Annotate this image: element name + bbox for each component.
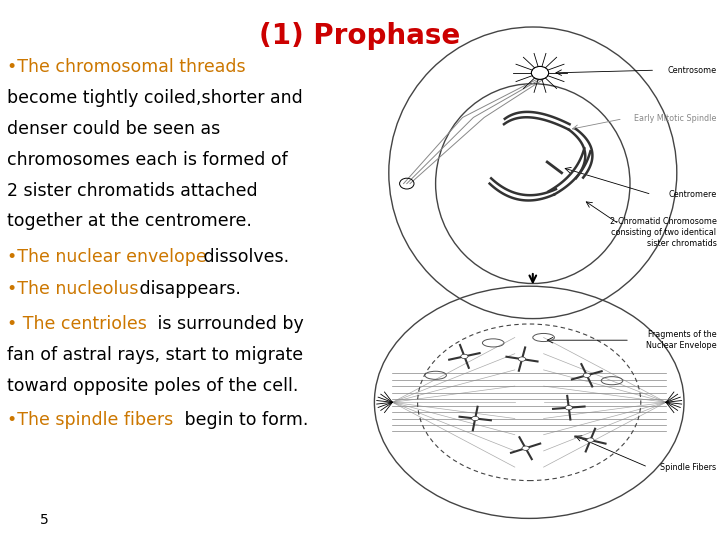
Text: together at the centromere.: together at the centromere.: [7, 212, 252, 231]
Ellipse shape: [518, 357, 526, 361]
Text: •The spindle fibers: •The spindle fibers: [7, 411, 174, 429]
Text: dissolves.: dissolves.: [197, 247, 289, 266]
Ellipse shape: [522, 446, 529, 450]
Text: 2 sister chromatids attached: 2 sister chromatids attached: [7, 181, 258, 200]
Text: •The nuclear envelope: •The nuclear envelope: [7, 247, 207, 266]
Text: become tightly coiled,shorter and: become tightly coiled,shorter and: [7, 89, 303, 107]
Text: •The nucleolus: •The nucleolus: [7, 280, 139, 298]
Text: begin to form.: begin to form.: [179, 411, 309, 429]
Text: fan of astral rays, start to migrate: fan of astral rays, start to migrate: [7, 346, 303, 364]
Text: • The centrioles: • The centrioles: [7, 315, 147, 333]
Text: disappears.: disappears.: [134, 280, 241, 298]
Text: •The chromosomal threads: •The chromosomal threads: [7, 58, 246, 77]
Ellipse shape: [565, 406, 572, 410]
Ellipse shape: [583, 373, 590, 377]
Ellipse shape: [472, 416, 479, 421]
Text: Centrosome: Centrosome: [667, 66, 716, 75]
Text: denser could be seen as: denser could be seen as: [7, 120, 220, 138]
Text: toward opposite poles of the cell.: toward opposite poles of the cell.: [7, 376, 299, 395]
Text: is surrounded by: is surrounded by: [152, 315, 304, 333]
Text: (1) Prophase: (1) Prophase: [259, 22, 461, 50]
Text: Fragments of the
Nuclear Envelope: Fragments of the Nuclear Envelope: [646, 330, 716, 350]
Text: chromosomes each is formed of: chromosomes each is formed of: [7, 151, 288, 169]
Ellipse shape: [587, 438, 594, 442]
Ellipse shape: [461, 354, 468, 359]
Text: 2-Chromatid Chromosome
consisting of two identical
sister chromatids: 2-Chromatid Chromosome consisting of two…: [610, 217, 716, 248]
Text: Spindle Fibers: Spindle Fibers: [660, 463, 716, 471]
Text: 5: 5: [40, 512, 48, 526]
Text: Centromere: Centromere: [668, 190, 716, 199]
Text: Early Mitotic Spindle: Early Mitotic Spindle: [634, 114, 716, 123]
